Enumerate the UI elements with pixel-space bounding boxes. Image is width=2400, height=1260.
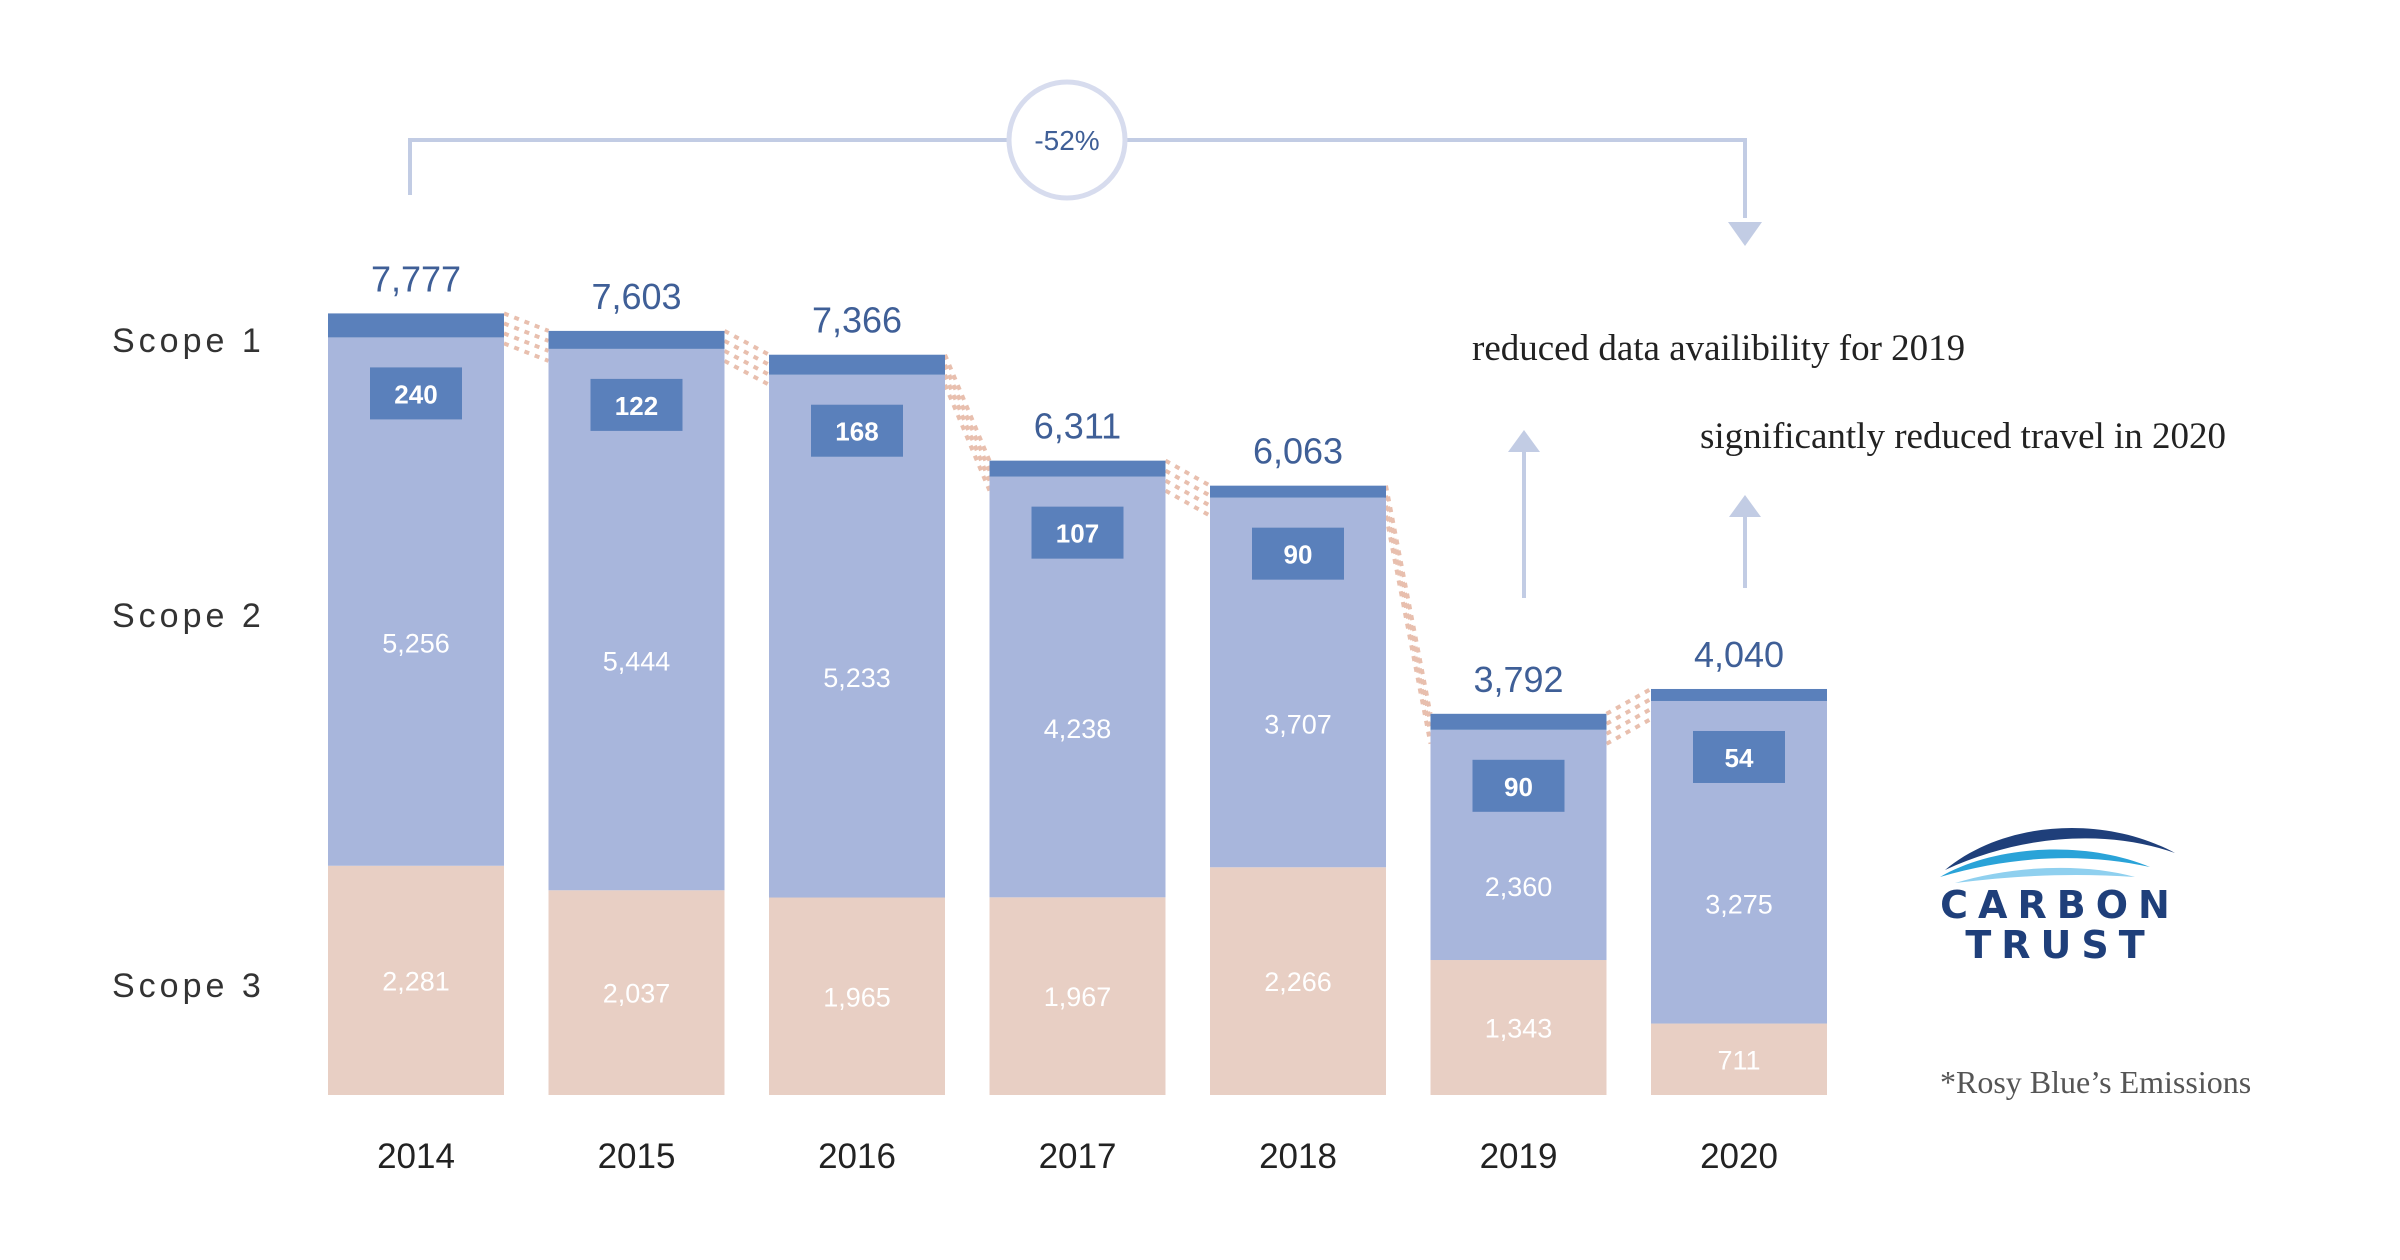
bar-scope1-2018 [1210,485,1386,498]
scope1-value-2016: 168 [835,417,878,447]
connector-2017-2018 [1164,488,1211,518]
bars: 240 5,256 2,281 7,777 2014 122 5,444 2,037 7,603… [328,258,1827,1176]
connector-2019-2020 [1605,697,1652,726]
logo-waves-icon [1940,827,2175,883]
bar-scope1-2019 [1430,713,1607,730]
bar-scope1-2014 [328,313,504,338]
annotation-arrow-2019 [1508,430,1540,598]
reduction-label: -52% [1034,125,1099,156]
scope3-value-2014: 2,281 [382,966,450,996]
logo-line-2: TRUST [1965,923,2155,967]
total-value-2014: 7,777 [371,258,461,299]
scope1-label-box-2014 [370,367,462,420]
connector-2016-2017 [943,373,992,482]
connector-2019-2020 [1605,707,1652,736]
bar-scope2-2014 [328,337,504,866]
connector-2016-2017 [943,363,992,472]
bar-scope3-2018 [1210,867,1386,1095]
scope2-value-2020: 3,275 [1705,889,1773,919]
connector-2019-2020 [1605,717,1652,746]
connector-2015-2016 [723,359,770,387]
scope1-value-2015: 122 [615,391,658,421]
connector-2014-2015 [503,341,550,363]
bar-scope3-2016 [769,897,945,1095]
scope-3-label: Scope 3 [112,967,265,1005]
reduction-bracket: -52% [408,79,1762,246]
bar-scope3-2017 [989,897,1166,1095]
x-tick-2017: 2017 [1039,1137,1117,1176]
connector-2015-2016 [723,339,770,367]
x-tick-2016: 2016 [818,1137,896,1176]
total-value-2018: 6,063 [1253,431,1343,472]
x-tick-2019: 2019 [1480,1137,1558,1176]
connector-2018-2019 [1384,515,1433,745]
connector-2014-2015 [503,311,550,333]
connector-2015-2016 [723,349,770,377]
x-tick-2015: 2015 [598,1137,676,1176]
connector-2017-2018 [1164,468,1211,498]
scope1-value-2018: 90 [1284,540,1313,570]
x-tick-2020: 2020 [1700,1137,1778,1176]
logo-line-1: CARBON [1940,883,2180,927]
bar-scope2-2016 [769,374,945,898]
scope-1-label: Scope 1 [112,322,265,360]
bar-scope1-2017 [989,460,1166,477]
connector-2014-2015 [503,321,550,343]
scope-2-label: Scope 2 [112,597,265,635]
scope1-label-box-2018 [1252,527,1344,580]
bar-scope1-2020 [1651,688,1827,701]
x-tick-2018: 2018 [1259,1137,1337,1176]
connector-2019-2020 [1605,687,1652,716]
connector-2014-2015 [503,331,550,353]
bar-scope3-2019 [1430,960,1607,1095]
scope3-value-2020: 711 [1717,1045,1760,1075]
scope1-label-box-2015 [590,378,683,431]
scope1-value-2014: 240 [394,379,437,409]
carbon-trust-logo: CARBON TRUST [1935,815,2185,967]
scope3-value-2017: 1,967 [1044,982,1112,1012]
total-value-2016: 7,366 [812,300,902,341]
bar-connectors [503,311,1652,746]
scope3-value-2016: 1,965 [823,982,891,1012]
scope2-value-2016: 5,233 [823,663,891,693]
scope2-value-2014: 5,256 [382,629,450,659]
footnote: *Rosy Blue’s Emissions [1940,1064,2251,1100]
scope3-value-2018: 2,266 [1264,967,1332,997]
annotation-arrow-2020 [1729,495,1761,588]
total-value-2019: 3,792 [1473,659,1563,700]
connector-2016-2017 [943,383,992,492]
scope1-label-box-2017 [1031,506,1124,559]
bar-scope1-2016 [769,354,945,375]
bar-scope2-2015 [548,348,725,891]
connector-2016-2017 [943,353,992,462]
bar-scope3-2020 [1651,1023,1827,1095]
bar-scope3-2014 [328,865,504,1095]
total-value-2020: 4,040 [1694,634,1784,675]
scope1-value-2019: 90 [1504,772,1533,802]
scope3-value-2015: 2,037 [603,979,671,1009]
scope1-value-2017: 107 [1056,519,1099,549]
scope1-value-2020: 54 [1725,743,1754,773]
bar-scope3-2015 [548,890,725,1095]
connector-2017-2018 [1164,478,1211,508]
scope2-value-2015: 5,444 [603,647,671,677]
total-value-2017: 6,311 [1034,406,1121,447]
connector-2015-2016 [723,329,770,357]
bar-scope1-2015 [548,330,725,349]
scope1-label-box-2019 [1472,759,1565,812]
annotation-2020: significantly reduced travel in 2020 [1700,416,2226,457]
scope3-value-2019: 1,343 [1485,1014,1553,1044]
x-tick-2014: 2014 [377,1137,455,1176]
scope2-value-2018: 3,707 [1264,709,1332,739]
scope2-value-2017: 4,238 [1044,714,1112,744]
scope1-label-box-2020 [1693,730,1785,783]
total-value-2015: 7,603 [591,276,681,317]
scope2-value-2019: 2,360 [1485,872,1553,902]
connector-2017-2018 [1164,458,1211,488]
annotation-2019: reduced data availibility for 2019 [1472,328,1965,369]
scope1-label-box-2016 [811,404,903,457]
